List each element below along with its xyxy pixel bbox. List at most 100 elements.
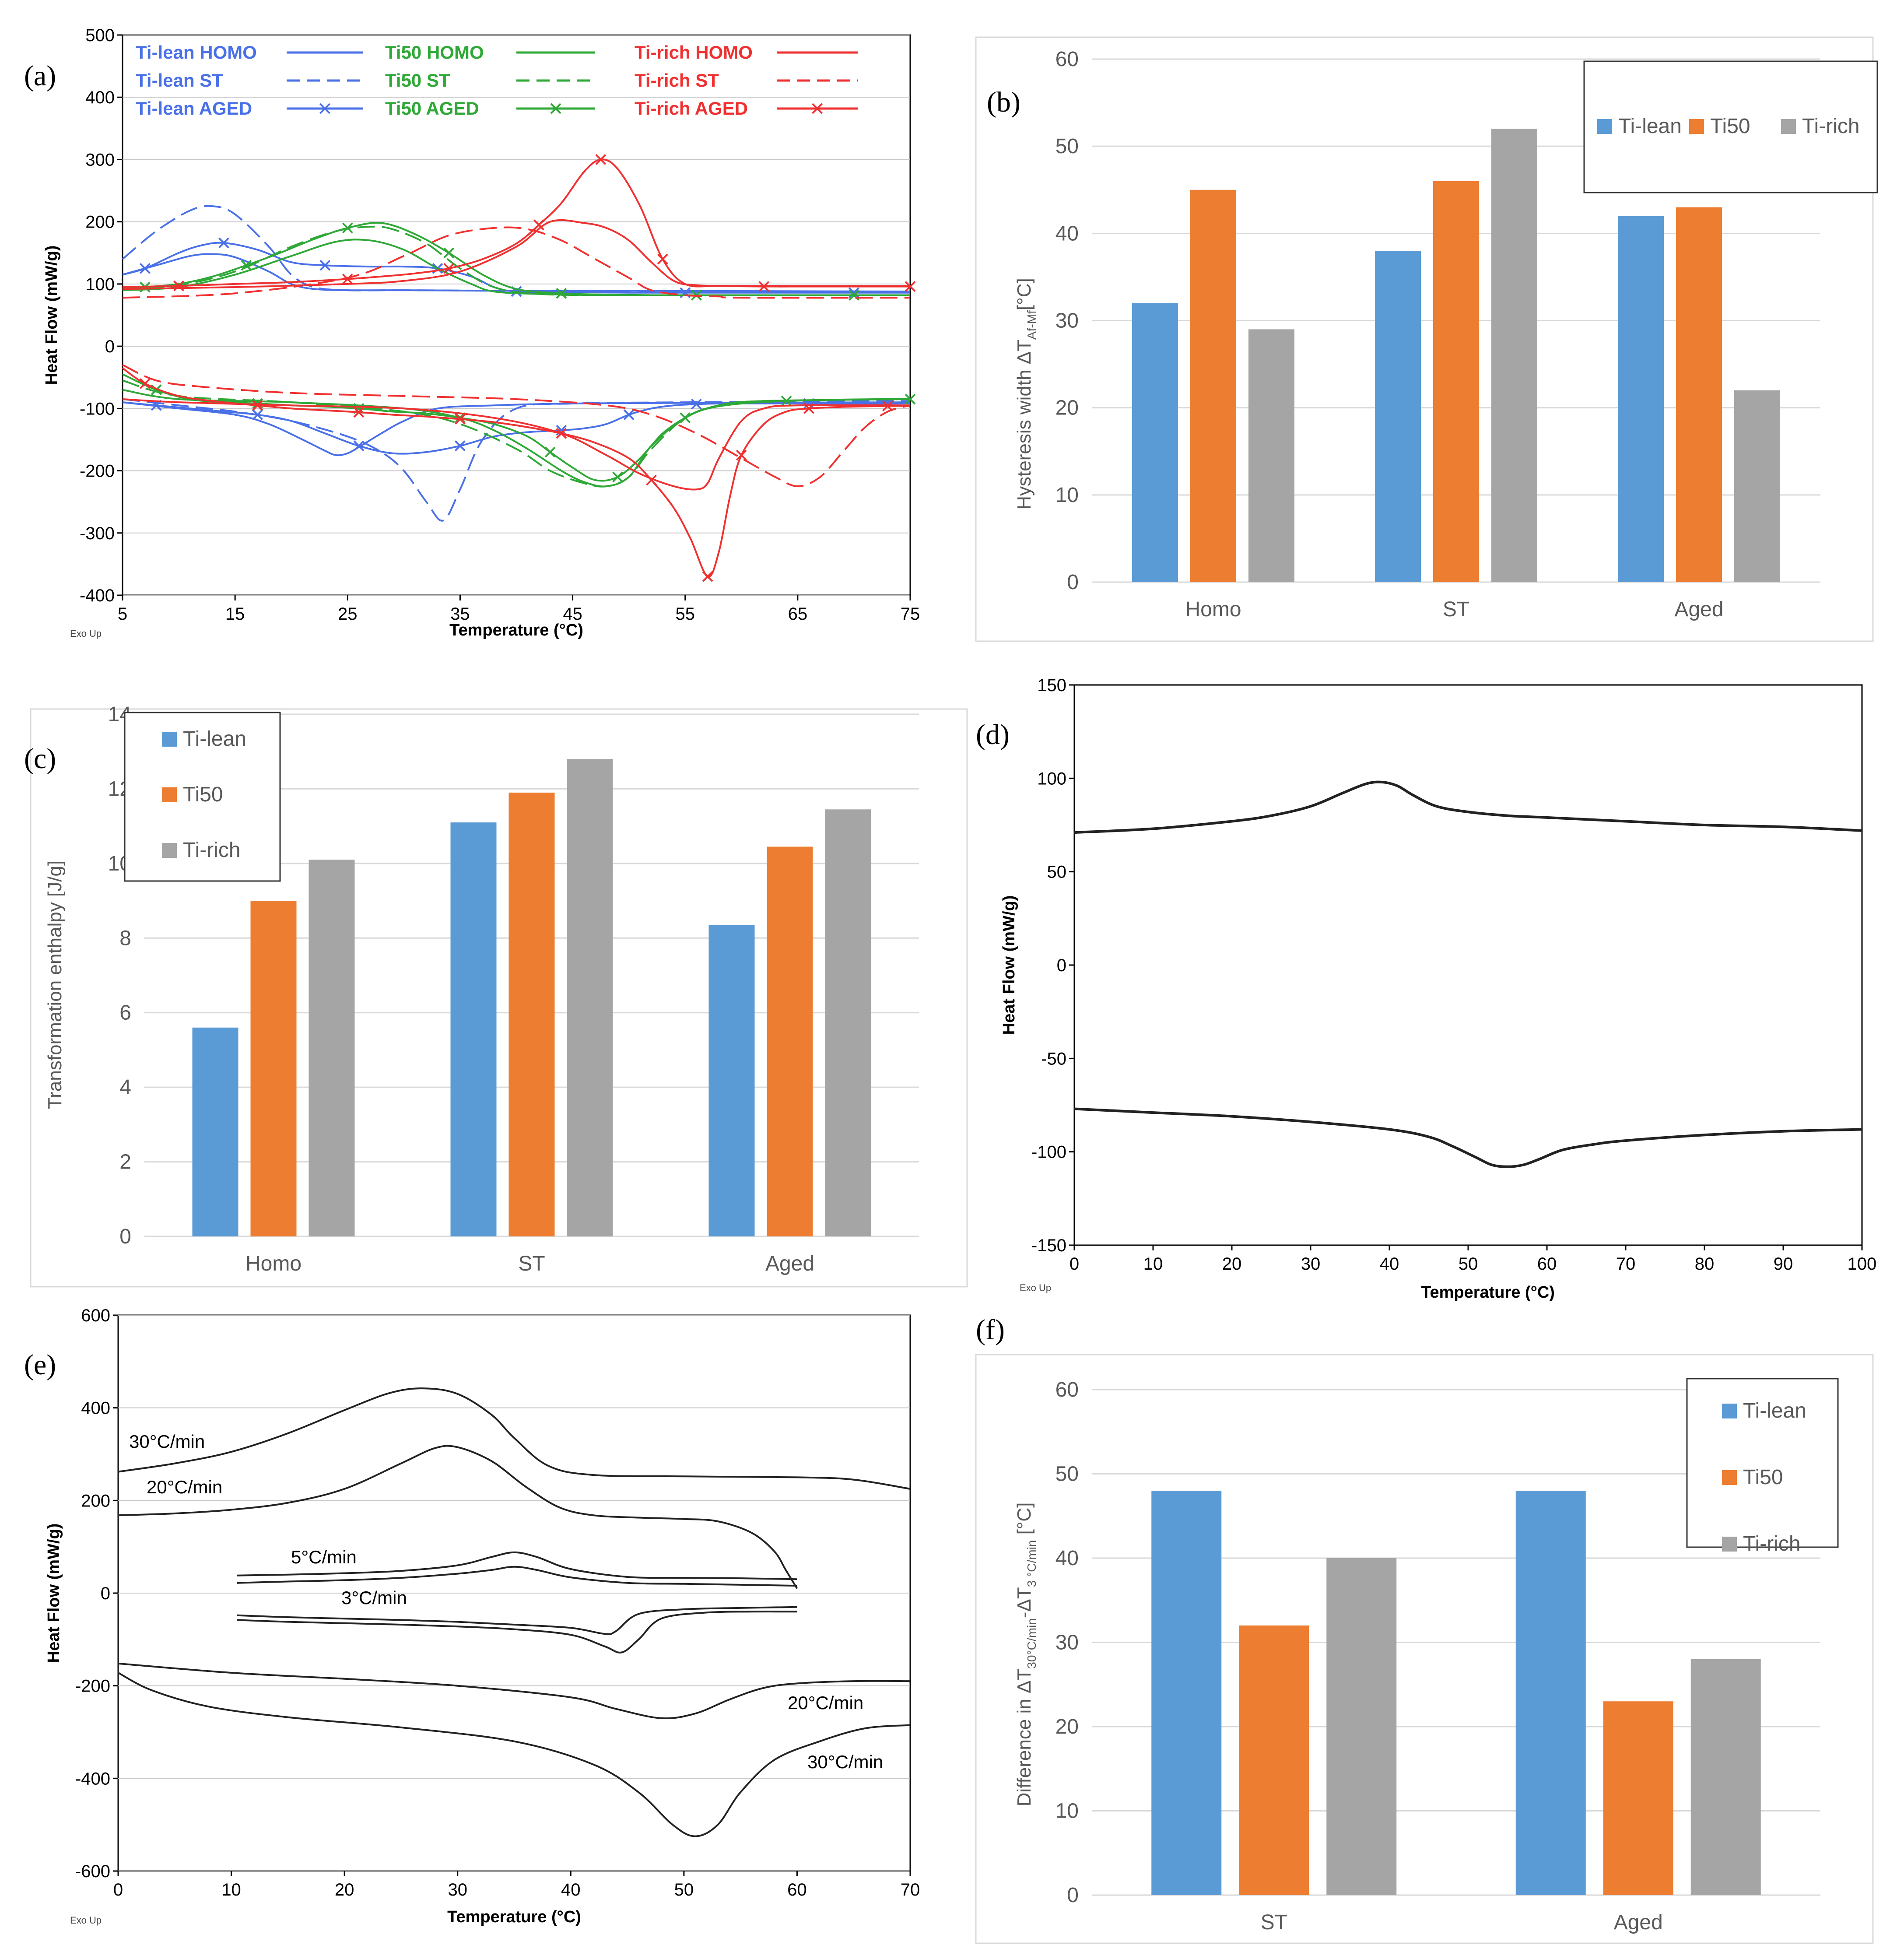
f-y-tick-label: 50 bbox=[1055, 1463, 1079, 1486]
d-x-tick-label: 50 bbox=[1459, 1254, 1478, 1274]
d-x-tick-label: 40 bbox=[1380, 1254, 1399, 1274]
b-legend-swatch-ti-rich bbox=[1781, 119, 1796, 134]
a-marker-ti-rich-aged-heating bbox=[803, 403, 814, 414]
a-marker-ti50-aged-heating bbox=[680, 412, 691, 424]
a-marker-ti50-aged-heating bbox=[544, 446, 556, 458]
a-marker-ti-rich-aged-heating bbox=[882, 400, 893, 412]
a-series-ti-rich-aged-cooling bbox=[122, 158, 910, 288]
c-legend-swatch-ti50 bbox=[162, 787, 177, 802]
d-x-tick-label: 80 bbox=[1695, 1254, 1715, 1274]
b-bar-homo-ti50 bbox=[1190, 190, 1236, 582]
a-y-tick-label: 200 bbox=[85, 213, 115, 232]
panel-e-y-ticks: 600 400 200 0 -200 -400 -600 bbox=[75, 1306, 118, 1881]
panel-a-exo-up-label: Exo Up bbox=[70, 628, 102, 639]
b-y-tick-label: 30 bbox=[1055, 309, 1079, 333]
e-x-tick-label: 60 bbox=[787, 1880, 807, 1899]
a-marker-ti-rich-aged-cooling bbox=[443, 263, 455, 274]
b-x-category-label: ST bbox=[1443, 598, 1469, 621]
c-bar-homo-ti-lean bbox=[192, 1027, 238, 1236]
d-y-tick-label: -150 bbox=[1031, 1236, 1066, 1255]
a-series-ti-lean-st-cooling bbox=[122, 205, 911, 293]
c-bar-aged-ti-rich bbox=[825, 809, 871, 1236]
a-marker-ti-rich-aged-heating bbox=[140, 378, 151, 389]
e-y-tick-label: 200 bbox=[81, 1491, 110, 1510]
f-y-tick-label: 20 bbox=[1055, 1715, 1079, 1738]
a-y-tick-label: 300 bbox=[85, 150, 115, 169]
c-bar-st-ti50 bbox=[508, 792, 555, 1236]
b-bar-homo-ti-rich bbox=[1248, 329, 1294, 582]
a-marker-ti-lean-aged-heating bbox=[691, 398, 702, 410]
e-x-tick-label: 20 bbox=[335, 1880, 354, 1899]
panel-f-y-axis-title: Difference in ΔT30°C/min-ΔT3 °C/min [°C] bbox=[1013, 1503, 1038, 1807]
a-marker-ti50-aged-heating bbox=[252, 398, 263, 409]
a-series-ti-lean-aged-cooling bbox=[122, 242, 910, 294]
a-marker-ti-rich-aged-heating bbox=[252, 400, 263, 411]
panel-d-x-ticks: 0 10 20 30 40 50 60 70 80 90 100 bbox=[1069, 1245, 1876, 1274]
b-y-tick-label: 20 bbox=[1055, 397, 1079, 420]
panel-e-curve-label-3: 3°C/min bbox=[341, 1587, 407, 1608]
f-legend-label-ti-lean: Ti-lean bbox=[1743, 1399, 1806, 1422]
f-bar-st-ti-rich bbox=[1326, 1558, 1397, 1895]
e-y-tick-label: -400 bbox=[75, 1769, 110, 1788]
a-y-tick-label: 0 bbox=[105, 337, 115, 356]
f-bar-aged-ti50 bbox=[1603, 1701, 1673, 1895]
c-bar-st-ti-lean bbox=[450, 822, 497, 1236]
a-marker-ti-rich-aged-cooling bbox=[905, 281, 916, 292]
a-y-tick-label: 100 bbox=[85, 275, 115, 294]
panel-d-y-ticks: 150 100 50 0 -50 -100 -150 bbox=[1031, 676, 1074, 1255]
f-bar-st-ti50 bbox=[1239, 1625, 1309, 1895]
b-legend-label-ti-lean: Ti-lean bbox=[1618, 115, 1682, 138]
a-marker-ti-rich-aged-heating bbox=[646, 474, 657, 486]
e-x-tick-label: 10 bbox=[221, 1880, 241, 1899]
a-marker-ti50-aged-cooling bbox=[443, 247, 455, 259]
d-y-tick-label: 0 bbox=[1057, 956, 1066, 975]
panel-a-x-axis-title: Temperature (°C) bbox=[449, 621, 583, 639]
f-legend-frame bbox=[1686, 1378, 1839, 1548]
panel-e: (e) 600 400 200 0 -200 -400 -600 0 10 20 30 40 50 60… bbox=[24, 1306, 920, 1926]
a-marker-ti-rich-aged-cooling bbox=[533, 219, 544, 231]
panel-a-legend-label-ti-rich-aged: Ti-rich AGED bbox=[635, 98, 748, 119]
a-y-tick-label: -200 bbox=[80, 462, 115, 481]
f-bar-st-ti-lean bbox=[1151, 1491, 1222, 1895]
b-x-category-label: Aged bbox=[1674, 598, 1723, 621]
a-series-ti-rich-homo-heating bbox=[122, 398, 911, 491]
panel-c-y-axis-title: Transformation enthalpy [J/g] bbox=[44, 860, 66, 1109]
b-bar-homo-ti-lean bbox=[1132, 303, 1178, 582]
c-bar-aged-ti50 bbox=[767, 846, 813, 1236]
f-y-tick-label: 10 bbox=[1055, 1800, 1079, 1823]
b-y-tick-label: 10 bbox=[1055, 484, 1079, 507]
c-bar-aged-ti-lean bbox=[708, 925, 755, 1236]
a-marker-ti50-aged-heating bbox=[612, 471, 623, 483]
a-marker-ti50-aged-heating bbox=[781, 395, 792, 407]
c-y-tick-label: 0 bbox=[119, 1225, 131, 1248]
panel-e-curve-label-5: 5°C/min bbox=[291, 1547, 357, 1567]
panel-d-x-axis-title: Temperature (°C) bbox=[1421, 1283, 1555, 1302]
panel-b-chart: 0 10 20 30 40 50 60 Homo ST Aged Ti-lean Ti50 Ti-ric… bbox=[1055, 48, 1878, 621]
b-bar-st-ti-lean bbox=[1375, 251, 1421, 582]
a-x-tick-label: 55 bbox=[675, 604, 695, 624]
e-x-tick-label: 0 bbox=[113, 1880, 123, 1899]
e-series-3-c-min-cooling bbox=[237, 1566, 797, 1587]
a-marker-ti-rich-aged-heating bbox=[455, 414, 466, 425]
panel-e-grid bbox=[118, 1315, 910, 1871]
a-x-tick-label: 15 bbox=[225, 604, 245, 624]
a-marker-ti-lean-aged-heating bbox=[252, 409, 263, 420]
f-x-category-label: ST bbox=[1261, 1911, 1287, 1934]
a-y-tick-label: -400 bbox=[80, 586, 115, 605]
panel-a-y-ticks: 500 400 300 200 100 0 -100 -200 -300 -400 bbox=[80, 26, 123, 605]
panel-b-y-axis-title-main: Hysteresis width ΔT bbox=[1013, 340, 1035, 510]
f-bar-aged-ti-lean bbox=[1515, 1491, 1586, 1895]
c-y-tick-label: 4 bbox=[119, 1076, 131, 1099]
panel-f-y-axis-title-sub1: 30°C/min bbox=[1025, 1618, 1038, 1668]
panel-b-y-axis-title-sub: Af-Mf bbox=[1025, 310, 1038, 340]
e-y-tick-label: -600 bbox=[75, 1862, 110, 1881]
panel-b-y-axis-title: Hysteresis width ΔTAf-Mf[°C] bbox=[1013, 278, 1038, 510]
e-y-tick-label: 600 bbox=[81, 1306, 110, 1325]
c-x-category-label: Aged bbox=[765, 1252, 814, 1275]
b-bar-st-ti-rich bbox=[1491, 129, 1537, 582]
d-x-tick-label: 10 bbox=[1143, 1254, 1163, 1274]
panel-b-y-axis-title-unit: [°C] bbox=[1013, 278, 1035, 310]
panel-f-y-axis-title-mid: -ΔT bbox=[1013, 1587, 1035, 1618]
b-bar-aged-ti50 bbox=[1676, 207, 1722, 582]
e-y-tick-label: -200 bbox=[75, 1677, 110, 1696]
